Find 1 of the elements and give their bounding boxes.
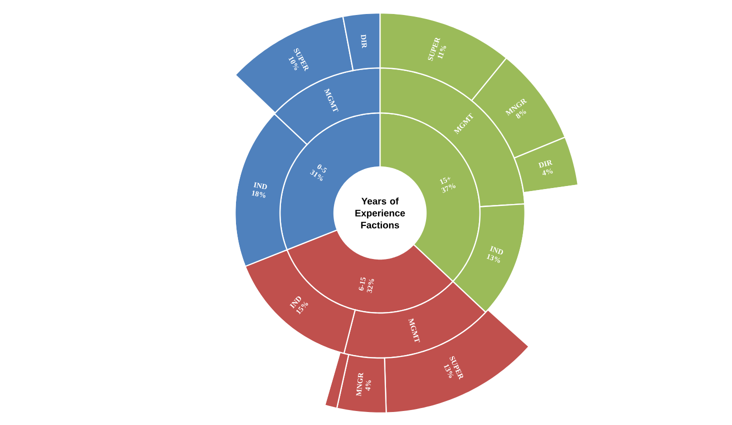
text: Years of Experience Factions (355, 198, 405, 228)
